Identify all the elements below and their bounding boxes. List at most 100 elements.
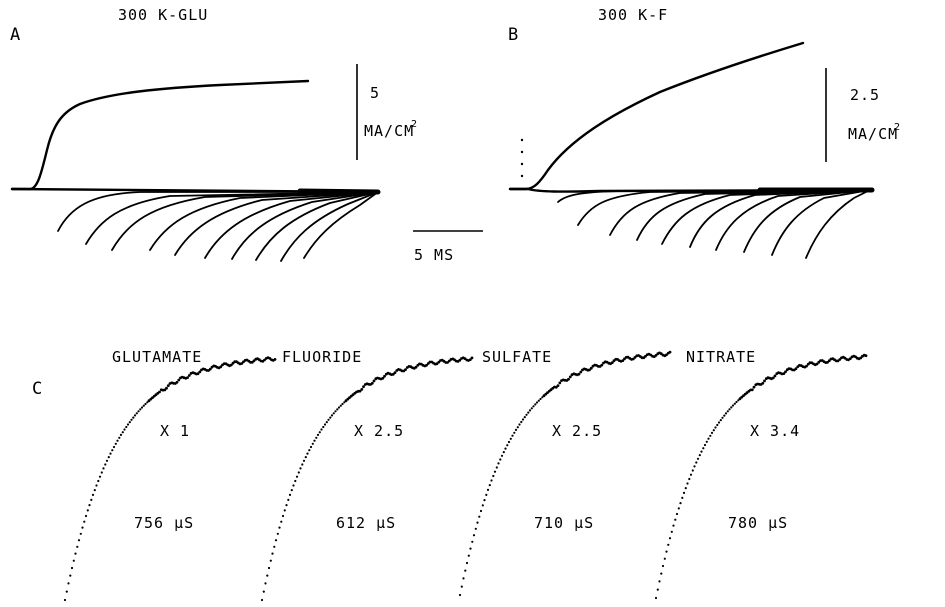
trace-point (467, 554, 470, 557)
trace-point (462, 577, 465, 580)
trace-point (579, 370, 583, 374)
trace-point (133, 414, 137, 417)
trace-point (177, 378, 181, 382)
trace-point (654, 354, 658, 357)
trace-point (668, 537, 672, 540)
trace-point (497, 462, 500, 465)
trace-point (470, 356, 474, 360)
trace-point (95, 484, 98, 487)
trace-point (689, 473, 693, 476)
panel-b-letter: B (508, 25, 518, 45)
trace-point (267, 566, 271, 570)
trace-point (72, 559, 75, 562)
trace-point (316, 433, 320, 436)
trace-point (88, 504, 91, 507)
trace-point (311, 442, 314, 445)
trace-point (320, 428, 323, 431)
trace-point (705, 440, 708, 443)
trace-point (696, 457, 700, 460)
panel-c-trace-sulfate: SULFATE X 2.5 710 µS (458, 348, 672, 597)
trace-point (337, 406, 341, 409)
trace-point (577, 372, 581, 376)
trace-point (709, 434, 712, 437)
trace-point (848, 357, 852, 360)
panel-b-activation-trace (508, 41, 805, 191)
trace-point (341, 402, 344, 406)
trace-point (65, 590, 68, 593)
trace-point (391, 372, 395, 376)
trace-point (771, 376, 775, 380)
scale-factor: X 2.5 (354, 422, 404, 440)
panel-c: C GLUTAMATE X 1 756 µS FLUORIDE X 2.5 61… (32, 348, 868, 602)
trace-point (693, 465, 696, 468)
trace-point (458, 358, 462, 362)
trace-point (681, 496, 684, 499)
trace-point (660, 572, 663, 575)
trace-point (278, 526, 281, 529)
trace-point (308, 449, 311, 452)
trace-point (794, 367, 798, 370)
trace-point (158, 390, 161, 394)
trace-point (535, 401, 539, 404)
trace-point (414, 365, 418, 369)
trace-point (679, 502, 682, 505)
trace-point (472, 534, 476, 537)
trace-point (486, 488, 490, 491)
trace-point (864, 354, 868, 358)
dotted-trace (63, 356, 277, 602)
trace-point (506, 444, 509, 447)
panel-b-scale-exponent: 2 (894, 122, 900, 133)
trace-point (721, 416, 724, 419)
time-constant: 780 µS (728, 514, 788, 532)
trace-point (750, 388, 754, 392)
trace-point (393, 371, 397, 374)
trace-point (656, 588, 659, 591)
trace-point (773, 374, 777, 378)
panel-b-title: 300 K-F (598, 6, 668, 24)
trace-point (568, 375, 572, 379)
trace-point (313, 439, 316, 442)
trace-point (91, 493, 95, 496)
trace-point (518, 423, 521, 426)
trace-point (520, 420, 523, 424)
trace-point (698, 454, 701, 457)
trace-point (675, 512, 679, 516)
trace-point (782, 372, 786, 375)
trace-point (425, 363, 428, 367)
trace-point (684, 487, 687, 490)
trace-point (281, 514, 285, 518)
trace-point (542, 394, 546, 398)
trace-point (372, 379, 376, 383)
trace-point (252, 359, 256, 363)
trace-point (229, 363, 233, 367)
trace-point (260, 598, 264, 602)
trace-point (516, 426, 519, 429)
trace-point (280, 520, 283, 523)
trace-point (710, 431, 714, 434)
trace-point (532, 405, 535, 408)
trace-point (826, 360, 829, 364)
trace-point (306, 452, 309, 455)
trace-point (102, 467, 105, 470)
trace-point (240, 362, 244, 365)
trace-point (67, 582, 70, 585)
trace-point (527, 411, 530, 414)
trace-point (511, 434, 514, 437)
trace-point (507, 440, 511, 444)
trace-point (691, 469, 694, 472)
trace-point (458, 593, 462, 597)
trace-point (126, 423, 130, 426)
trace-point (114, 442, 117, 445)
panel-c-trace-glutamate: GLUTAMATE X 1 756 µS (63, 348, 277, 602)
panel-a-scale-unit: MA/CM (364, 122, 414, 140)
trace-point (325, 421, 328, 424)
trace-point (304, 456, 307, 459)
panel-b: B 300 K-F 2.5 MA/CM (508, 6, 900, 259)
trace-point (327, 418, 330, 421)
trace-point (493, 470, 497, 473)
trace-point (79, 532, 82, 535)
trace-point (509, 437, 512, 440)
trace-point (495, 466, 498, 469)
trace-point (294, 479, 297, 483)
